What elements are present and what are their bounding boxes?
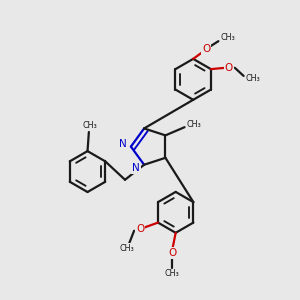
Text: CH₃: CH₃ [246, 74, 261, 83]
Text: O: O [168, 248, 176, 258]
Text: CH₃: CH₃ [187, 120, 202, 129]
Text: N: N [132, 163, 140, 173]
Text: CH₃: CH₃ [220, 33, 235, 42]
Text: CH₃: CH₃ [119, 244, 134, 253]
Text: O: O [202, 44, 210, 54]
Text: CH₃: CH₃ [83, 121, 98, 130]
Text: O: O [136, 224, 144, 234]
Text: N: N [119, 139, 127, 149]
Text: O: O [224, 63, 233, 73]
Text: CH₃: CH₃ [165, 269, 180, 278]
